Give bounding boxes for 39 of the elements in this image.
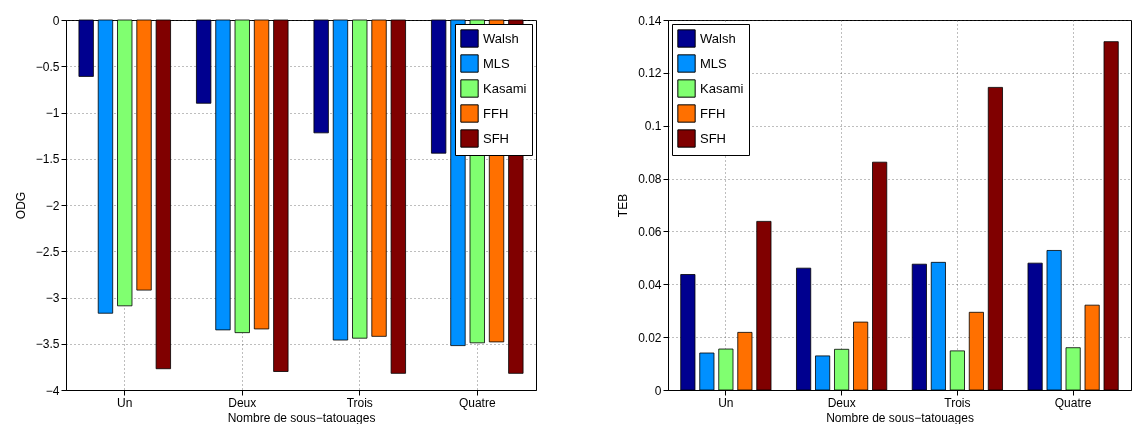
x-tick-label: Deux — [827, 395, 856, 410]
y-tick-label: −3.5 — [35, 337, 60, 352]
y-tick-label: −3 — [45, 291, 60, 305]
legend-label: SFH — [483, 130, 509, 146]
y-tick-label: −1.5 — [35, 152, 60, 167]
legend-label: SFH — [700, 130, 726, 146]
x-tick-label: Deux — [228, 395, 257, 410]
x-axis-title: Nombre de sous−tatouages — [826, 410, 974, 424]
y-tick-label: 0.08 — [638, 172, 662, 187]
y-tick-label: 0.02 — [638, 330, 662, 345]
legend-label: FFH — [483, 105, 509, 121]
y-tick-label: 0.04 — [638, 277, 662, 292]
x-axis-title: Nombre de sous−tatouages — [227, 410, 376, 424]
x-tick-label: Trois — [346, 395, 373, 410]
legend-label: FFH — [700, 105, 726, 121]
y-tick-label: −2.5 — [35, 244, 60, 259]
legend-label: Walsh — [700, 30, 736, 46]
y-tick-label: −2 — [45, 198, 60, 213]
legend-label: MLS — [700, 55, 728, 71]
x-tick-label: Un — [117, 395, 133, 410]
legend-label: Walsh — [483, 30, 519, 46]
x-tick-label: Trois — [944, 395, 971, 410]
legend-label: Kasami — [700, 80, 744, 96]
y-axis-title: TEB — [616, 193, 631, 218]
y-tick-label: 0.06 — [638, 224, 662, 239]
x-tick-label: Un — [718, 395, 734, 410]
y-tick-label: 0 — [52, 13, 60, 28]
legend-label: MLS — [483, 55, 511, 71]
y-tick-label: 0.1 — [644, 119, 662, 134]
x-tick-label: Quatre — [458, 395, 496, 410]
y-axis-title: ODG — [13, 191, 28, 220]
y-tick-label: 0.12 — [638, 66, 662, 81]
y-tick-label: 0.14 — [638, 13, 662, 28]
y-tick-label: −1 — [45, 106, 60, 120]
y-tick-label: −0.5 — [35, 59, 60, 74]
x-tick-label: Quatre — [1054, 395, 1092, 410]
legend-label: Kasami — [483, 80, 527, 96]
y-tick-label: −4 — [45, 383, 60, 398]
y-tick-label: 0 — [654, 383, 662, 398]
